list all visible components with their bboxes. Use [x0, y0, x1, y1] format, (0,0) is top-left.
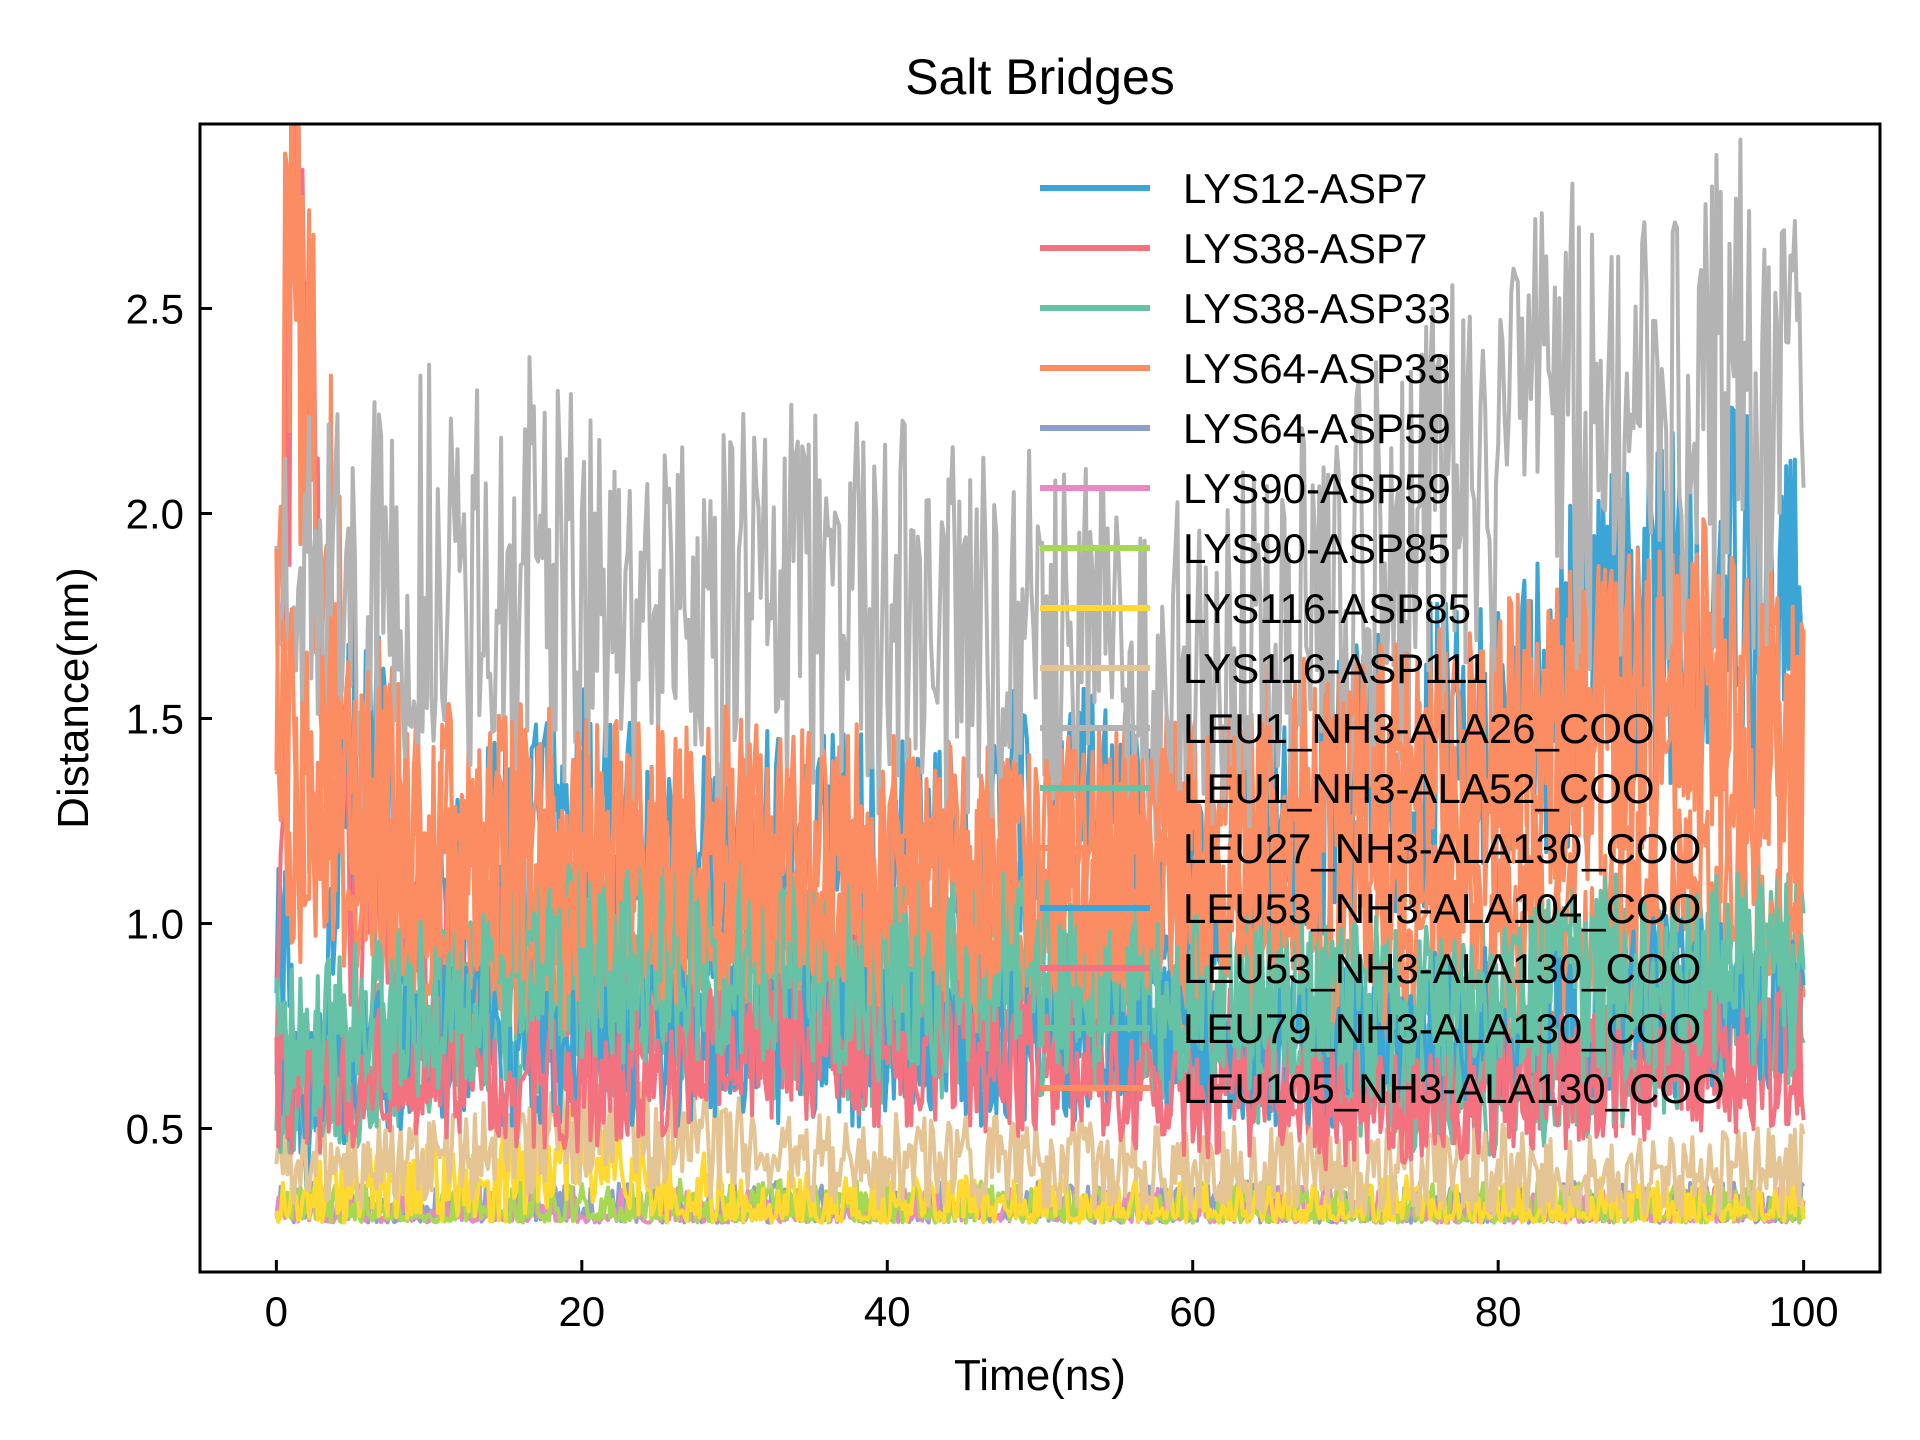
- series-line: [274, 549, 1806, 1008]
- legend-label: LEU53_NH3-ALA130_COO: [1183, 945, 1701, 992]
- series-line: [274, 137, 1806, 842]
- legend-label: LEU1_NH3-ALA52_COO: [1183, 765, 1655, 812]
- y-axis-label: Distance(nm): [49, 567, 98, 829]
- legend-label: LEU53_NH3-ALA104_COO: [1183, 885, 1701, 932]
- x-tick-label: 80: [1475, 1288, 1522, 1335]
- plot-frame: [198, 122, 1882, 1274]
- ticks-layer: 0 20 40 60 80 100 0.5 1.0 1.5 2.0 2.5: [126, 286, 1839, 1336]
- y-tick-label: 2.5: [126, 286, 184, 333]
- x-tick-label: 40: [864, 1288, 911, 1335]
- x-tick-label: 0: [265, 1288, 288, 1335]
- legend: LYS12-ASP7 LYS38-ASP7 LYS38-ASP33 LYS64-ASP…: [1040, 165, 1725, 1112]
- y-tick-label: 1.0: [126, 901, 184, 948]
- legend-label: LYS38-ASP7: [1183, 225, 1427, 272]
- legend-label: LEU1_NH3-ALA26_COO: [1183, 705, 1655, 752]
- legend-label: LYS90-ASP59: [1183, 465, 1451, 512]
- x-axis-label: Time(ns): [954, 1351, 1126, 1400]
- legend-label: LYS64-ASP59: [1183, 405, 1451, 452]
- x-tick-label: 60: [1169, 1288, 1216, 1335]
- legend-label: LEU79_NH3-ALA130_COO: [1183, 1005, 1701, 1052]
- y-tick-label: 0.5: [126, 1106, 184, 1153]
- legend-label: LYS38-ASP33: [1183, 285, 1451, 332]
- series-line: [274, 1076, 1806, 1221]
- x-tick-label: 100: [1769, 1288, 1839, 1335]
- legend-label: LEU27_NH3-ALA130_COO: [1183, 825, 1701, 872]
- legend-label: LYS116-ASP85: [1183, 585, 1471, 632]
- y-tick-label: 1.5: [126, 696, 184, 743]
- x-tick-label: 20: [558, 1288, 605, 1335]
- series-layer: [274, 124, 1806, 1225]
- legend-label: LYS90-ASP85: [1183, 525, 1451, 572]
- legend-label: LYS64-ASP33: [1183, 345, 1451, 392]
- legend-label: LYS116-ASP111: [1183, 645, 1488, 692]
- legend-label: LYS12-ASP7: [1183, 165, 1427, 212]
- y-tick-label: 2.0: [126, 491, 184, 538]
- chart-title: Salt Bridges: [905, 49, 1175, 105]
- legend-label: LEU105_NH3-ALA130_COO: [1183, 1065, 1725, 1112]
